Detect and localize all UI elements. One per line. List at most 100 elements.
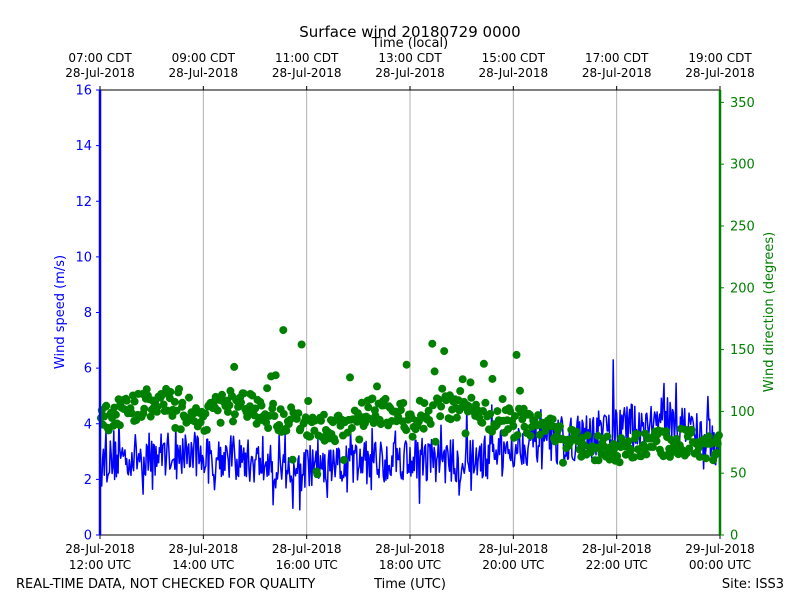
wind-direction-point <box>102 401 111 410</box>
chart-title: Surface wind 20180729 0000 <box>299 23 520 41</box>
wind-direction-point <box>110 403 119 412</box>
wind-direction-point <box>347 424 356 432</box>
top-tick-label-date: 28-Jul-2018 <box>272 66 342 80</box>
wind-direction-point <box>396 406 405 414</box>
wind-direction-point <box>339 456 348 464</box>
wind-direction-point <box>297 340 306 349</box>
wind-direction-point <box>185 393 193 402</box>
site-label: Site: ISS3 <box>722 577 784 592</box>
wind-direction-point <box>479 359 488 368</box>
wind-direction-point <box>218 390 226 399</box>
wind-direction-point <box>317 416 325 425</box>
right-y-tick-label: 150 <box>730 343 755 358</box>
x-tick-label-date: 29-Jul-2018 <box>685 542 755 556</box>
wind-direction-point <box>376 420 385 429</box>
wind-direction-point <box>467 393 476 402</box>
left-y-tick-label: 14 <box>75 139 92 154</box>
wind-direction-point <box>230 362 239 371</box>
x-tick-label-date: 28-Jul-2018 <box>272 542 342 556</box>
wind-direction-point <box>100 412 109 421</box>
wind-direction-point <box>176 425 185 434</box>
top-tick-label-time: 09:00 CDT <box>172 51 236 65</box>
x-tick-label-date: 28-Jul-2018 <box>479 542 549 556</box>
wind-direction-point <box>438 384 447 393</box>
wind-direction-point <box>534 411 543 420</box>
wind-direction-point <box>426 419 435 428</box>
wind-direction-point <box>652 437 661 446</box>
wind-direction-point <box>170 397 179 406</box>
wind-direction-point <box>159 400 168 409</box>
wind-direction-point <box>306 432 315 441</box>
wind-direction-point <box>381 394 390 403</box>
wind-direction-point <box>288 455 297 464</box>
wind-direction-point <box>513 431 522 440</box>
wind-direction-point <box>142 385 151 394</box>
top-tick-label-date: 28-Jul-2018 <box>375 66 445 80</box>
wind-direction-point <box>223 407 232 416</box>
wind-direction-point <box>282 426 291 435</box>
right-y-tick-label: 250 <box>730 219 755 234</box>
wind-direction-point <box>172 406 181 415</box>
wind-direction-point <box>535 430 544 439</box>
wind-direction-point <box>304 397 313 405</box>
wind-direction-point <box>279 410 288 418</box>
left-y-tick-label: 16 <box>75 84 92 99</box>
wind-direction-point <box>248 391 257 400</box>
wind-direction-point <box>115 421 124 430</box>
wind-direction-point <box>440 347 449 356</box>
wind-direction-point <box>456 387 465 395</box>
x-tick-label-time: 00:00 UTC <box>689 558 751 572</box>
wind-direction-point <box>548 415 557 424</box>
wind-direction-point <box>257 401 266 410</box>
wind-direction-point <box>452 413 461 422</box>
wind-direction-point <box>446 415 455 424</box>
wind-direction-point <box>263 384 272 393</box>
top-tick-label-time: 07:00 CDT <box>68 51 132 65</box>
wind-direction-point <box>559 458 567 467</box>
wind-direction-point <box>428 339 437 348</box>
top-tick-label-time: 19:00 CDT <box>688 51 752 65</box>
top-tick-label-time: 17:00 CDT <box>585 51 649 65</box>
left-y-tick-label: 2 <box>84 473 92 488</box>
wind-direction-point <box>331 437 339 446</box>
top-tick-label-date: 28-Jul-2018 <box>582 66 652 80</box>
wind-direction-point <box>301 413 310 422</box>
wind-direction-point <box>594 456 603 465</box>
wind-direction-point <box>702 454 710 463</box>
wind-direction-point <box>498 395 507 403</box>
wind-direction-point <box>111 410 120 419</box>
wind-direction-point <box>402 426 411 435</box>
wind-direction-point <box>373 382 381 391</box>
wind-direction-point <box>431 437 440 446</box>
x-tick-label-time: 22:00 UTC <box>586 558 648 572</box>
left-y-tick-label: 6 <box>84 362 92 377</box>
right-y-tick-label: 100 <box>730 405 755 420</box>
wind-direction-point <box>662 427 671 436</box>
wind-direction-point <box>368 394 377 403</box>
left-y-tick-label: 0 <box>84 529 92 544</box>
wind-direction-point <box>520 422 529 431</box>
wind-direction-point <box>648 443 657 451</box>
wind-speed-line <box>99 359 721 511</box>
x-tick-label-time: 20:00 UTC <box>482 558 544 572</box>
wind-direction-point <box>130 397 139 406</box>
wind-direction-point <box>269 399 278 408</box>
wind-direction-point <box>420 399 429 408</box>
wind-direction-point <box>202 425 211 434</box>
wind-direction-point <box>512 350 521 359</box>
right-y-tick-label: 300 <box>730 158 755 173</box>
wind-direction-point <box>419 424 428 433</box>
wind-direction-point <box>687 425 696 434</box>
wind-direction-point <box>695 452 704 461</box>
plot-area <box>96 326 723 511</box>
wind-direction-point <box>229 417 237 426</box>
wind-direction-point <box>216 418 225 427</box>
wind-direction-point <box>402 360 411 369</box>
wind-direction-point <box>243 412 252 421</box>
x-tick-label-time: 18:00 UTC <box>379 558 441 572</box>
x-tick-label-date: 28-Jul-2018 <box>375 542 445 556</box>
wind-direction-point <box>526 431 535 440</box>
wind-direction-point <box>519 404 528 413</box>
wind-direction-point <box>264 424 273 432</box>
